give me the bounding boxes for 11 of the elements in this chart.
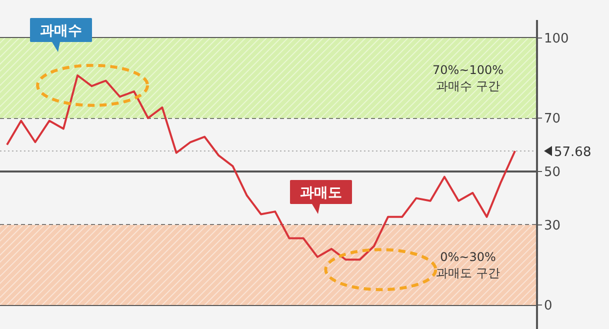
y-tick-label: 70 [544, 112, 561, 127]
y-tick-label: 50 [544, 165, 561, 180]
band-label: 0%~30% 과매도 구간 [436, 250, 500, 280]
band-label: 70%~100% 과매수 구간 [432, 63, 504, 94]
y-tick-label: 100 [544, 32, 569, 47]
line-series [6, 74, 516, 261]
ref-line-label: 57.68 [554, 144, 592, 160]
y-tick-label: 0 [544, 298, 552, 314]
annotation: 과매수 [40, 23, 82, 39]
y-tick-label: 30 [544, 218, 561, 234]
annotation: 과매도 [300, 185, 342, 201]
